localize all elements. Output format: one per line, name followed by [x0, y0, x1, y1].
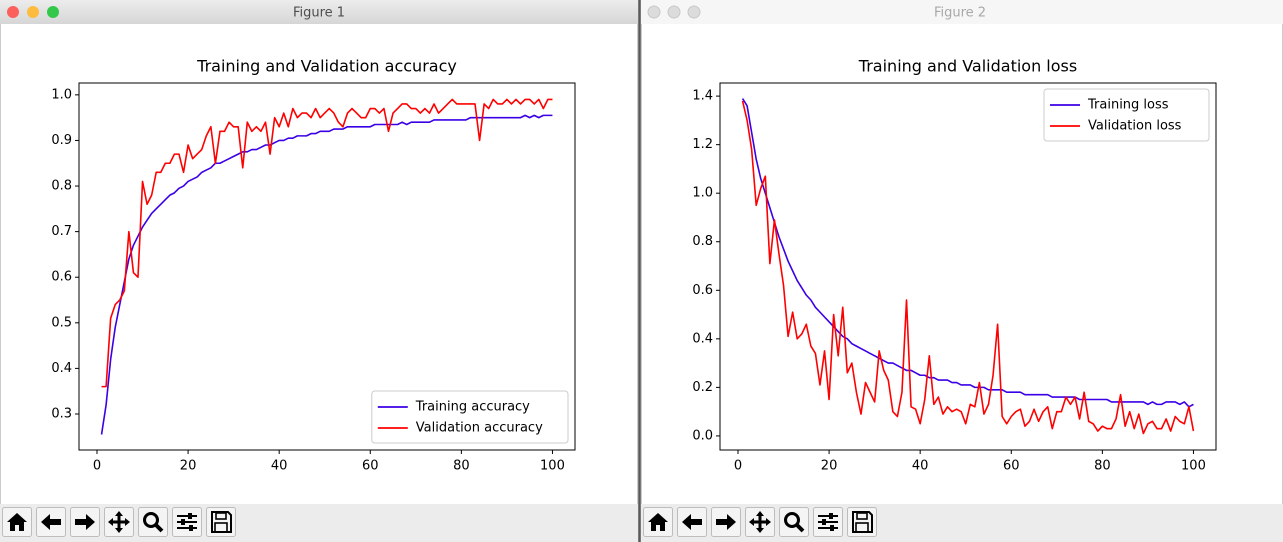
y-tick-label: 1.0: [51, 87, 72, 102]
y-tick-label: 0.9: [51, 133, 72, 148]
y-tick-label: 0.4: [51, 361, 72, 376]
x-tick-label: 20: [180, 459, 197, 474]
window-title: Figure 2: [934, 6, 986, 21]
window-title: Figure 1: [293, 6, 345, 21]
zoom-rect-button[interactable]: [138, 507, 168, 537]
title-bar: [0, 0, 638, 24]
icon: [176, 512, 198, 532]
y-tick-label: 0.4: [692, 331, 713, 346]
window: Figure 2 Training and Validation loss 0 20…: [640, 0, 1283, 542]
x-tick-label: 40: [912, 459, 929, 474]
y-tick-label: 0.6: [51, 270, 72, 285]
close-button[interactable]: [647, 5, 661, 19]
data-line: [741, 98, 1194, 408]
x-tick-label: 0: [93, 459, 101, 474]
chart-title: Training and Validation accuracy: [196, 57, 457, 76]
plot-area: [79, 83, 575, 450]
y-tick-label: 0.7: [51, 224, 72, 239]
zoom-rect-button[interactable]: [779, 507, 809, 537]
data-line: [741, 100, 1195, 435]
y-tick-label: 0.0: [692, 428, 713, 443]
x-tick-label: 60: [1003, 459, 1020, 474]
title-bar: [641, 0, 1283, 24]
x-tick-label: 80: [1094, 459, 1111, 474]
y-tick-label: 0.8: [692, 234, 713, 249]
data-line: [101, 98, 553, 388]
plot-area: [720, 83, 1216, 450]
x-tick-label: 60: [362, 459, 379, 474]
zoom-button[interactable]: [47, 6, 59, 18]
window: Figure 1 Training and Validation accurac…: [0, 0, 639, 542]
legend-label: Training loss: [1087, 98, 1169, 113]
y-tick-label: 0.2: [692, 380, 713, 395]
icon: [817, 512, 839, 532]
y-tick-label: 0.8: [51, 179, 72, 194]
legend: [1043, 88, 1210, 142]
minimize-button[interactable]: [667, 5, 681, 19]
x-tick-label: 100: [540, 459, 565, 474]
y-tick-label: 0.5: [51, 315, 72, 330]
y-tick-label: 1.0: [692, 186, 713, 201]
y-tick-label: 0.3: [51, 406, 72, 421]
x-tick-label: 100: [1181, 459, 1206, 474]
x-tick-label: 20: [821, 459, 838, 474]
y-tick-label: 1.4: [692, 89, 713, 104]
zoom-button[interactable]: [687, 5, 701, 19]
close-button[interactable]: [7, 6, 19, 18]
x-tick-label: 80: [453, 459, 470, 474]
legend-label: Validation accuracy: [416, 421, 543, 436]
chart-title: Training and Validation loss: [858, 57, 1077, 76]
x-tick-label: 40: [271, 459, 288, 474]
x-tick-label: 0: [734, 459, 742, 474]
legend: [371, 390, 569, 444]
minimize-button[interactable]: [27, 6, 39, 18]
y-tick-label: 1.2: [692, 137, 713, 152]
legend-label: Training accuracy: [415, 400, 530, 415]
legend-label: Validation loss: [1088, 119, 1182, 134]
y-tick-label: 0.6: [692, 283, 713, 298]
axes-frame: [78, 82, 576, 451]
axes-frame: [719, 82, 1217, 451]
